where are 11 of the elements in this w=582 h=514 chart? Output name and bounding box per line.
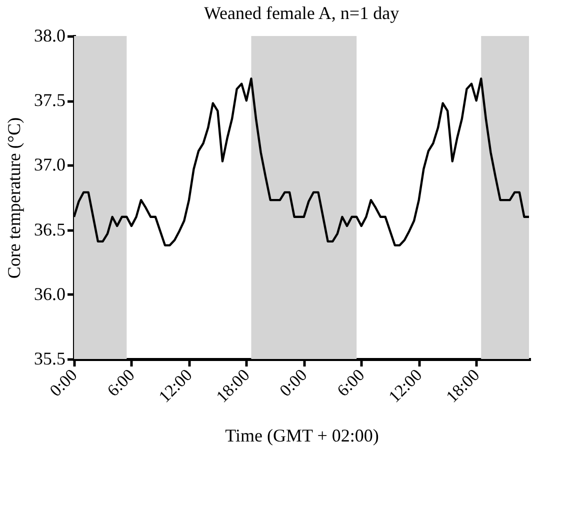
x-tick-label: 0:00: [276, 365, 311, 400]
y-tick-label: 36.0: [34, 284, 66, 304]
x-tick-label: 6:00: [333, 365, 368, 400]
x-tick-label: 6:00: [104, 365, 138, 400]
y-tick-label: 37.0: [34, 154, 66, 175]
y-tick-label: 36.5: [34, 219, 66, 240]
chart-title: Weaned female A, n=1 day: [204, 3, 400, 23]
y-axis-title: Core temperature (°C): [4, 117, 24, 279]
x-axis-title: Time (GMT + 02:00): [225, 426, 379, 446]
y-tick-label: 38.0: [34, 26, 66, 46]
y-tick-label: 37.5: [34, 90, 66, 110]
